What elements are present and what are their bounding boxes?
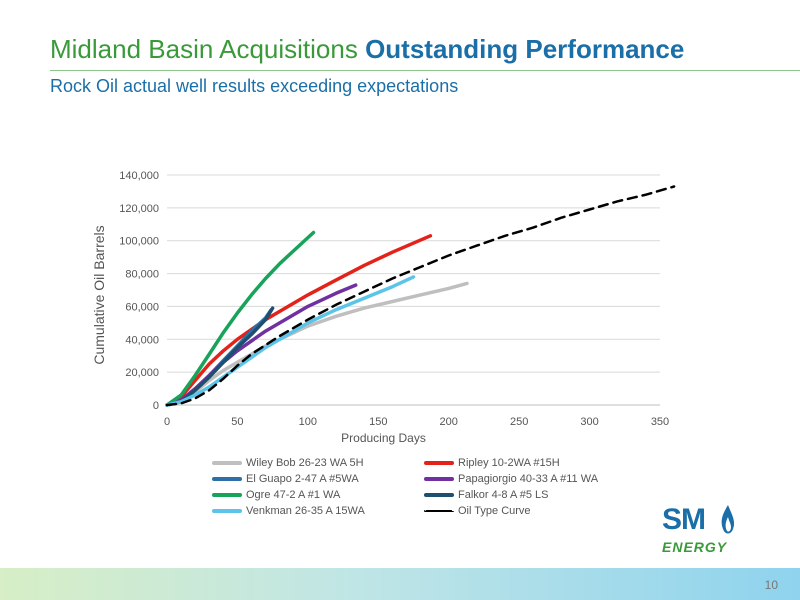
series-line-7 [165, 185, 676, 407]
legend-label: Wiley Bob 26-23 WA 5H [246, 456, 364, 469]
legend-item: Venkman 26-35 A 15WA [212, 503, 424, 518]
legend-label: Venkman 26-35 A 15WA [246, 504, 365, 517]
legend-swatch [212, 460, 242, 465]
y-tick-label: 60,000 [125, 301, 159, 313]
y-tick-label: 100,000 [119, 236, 159, 248]
slide-title-bold: Outstanding Performance [365, 34, 685, 64]
legend-label: Ripley 10-2WA #15H [458, 456, 560, 469]
legend-label: Ogre 47-2 A #1 WA [246, 488, 341, 501]
legend-label: Falkor 4-8 A #5 LS [458, 488, 549, 501]
x-tick-label: 100 [299, 416, 317, 428]
x-tick-label: 350 [651, 416, 669, 428]
legend-item: Ogre 47-2 A #1 WA [212, 487, 424, 502]
legend-item: Papagiorgio 40-33 A #11 WA [424, 471, 642, 486]
legend-swatch [424, 509, 454, 512]
y-tick-label: 0 [153, 400, 159, 412]
x-tick-label: 50 [231, 416, 243, 428]
logo-sm-text: SM [662, 503, 706, 536]
series-line-3 [165, 283, 358, 407]
y-tick-label: 120,000 [119, 203, 159, 215]
footer-band [0, 568, 800, 600]
legend-swatch [424, 460, 454, 465]
x-tick-label: 250 [510, 416, 528, 428]
title-divider [50, 70, 800, 71]
flame-icon [721, 505, 735, 534]
legend-label: El Guapo 2-47 A #5WA [246, 472, 359, 485]
legend-swatch [424, 476, 454, 481]
y-tick-label: 140,000 [119, 170, 159, 182]
y-tick-label: 20,000 [125, 367, 159, 379]
legend-item: Falkor 4-8 A #5 LS [424, 487, 642, 502]
slide-title-main: Midland Basin Acquisitions [50, 34, 366, 64]
x-tick-label: 300 [580, 416, 598, 428]
legend-item: Oil Type Curve [424, 503, 642, 518]
legend-label: Oil Type Curve [458, 504, 531, 517]
chart-legend: Wiley Bob 26-23 WA 5H Ripley 10-2WA #15H E… [212, 455, 642, 518]
legend-item: Wiley Bob 26-23 WA 5H [212, 455, 424, 470]
y-axis-title: Cumulative Oil Barrels [91, 225, 107, 364]
legend-item: Ripley 10-2WA #15H [424, 455, 642, 470]
series-line-4 [165, 230, 316, 407]
legend-swatch [212, 476, 242, 481]
x-axis-title: Producing Days [341, 431, 426, 445]
y-tick-label: 80,000 [125, 269, 159, 281]
legend-item: El Guapo 2-47 A #5WA [212, 471, 424, 486]
x-tick-label: 150 [369, 416, 387, 428]
sm-energy-logo: SM ENERGY [660, 503, 750, 558]
y-tick-label: 40,000 [125, 334, 159, 346]
slide-title: Midland Basin Acquisitions Outstanding P… [50, 34, 684, 65]
x-tick-label: 200 [440, 416, 458, 428]
x-tick-label: 0 [164, 416, 170, 428]
page-number: 10 [764, 578, 778, 592]
legend-label: Papagiorgio 40-33 A #11 WA [458, 472, 599, 485]
legend-swatch [424, 492, 454, 497]
legend-swatch [212, 508, 242, 513]
logo-energy-text: ENERGY [662, 539, 728, 555]
legend-swatch [212, 492, 242, 497]
slide-subtitle: Rock Oil actual well results exceeding e… [50, 76, 459, 96]
series-line-6 [165, 275, 416, 407]
